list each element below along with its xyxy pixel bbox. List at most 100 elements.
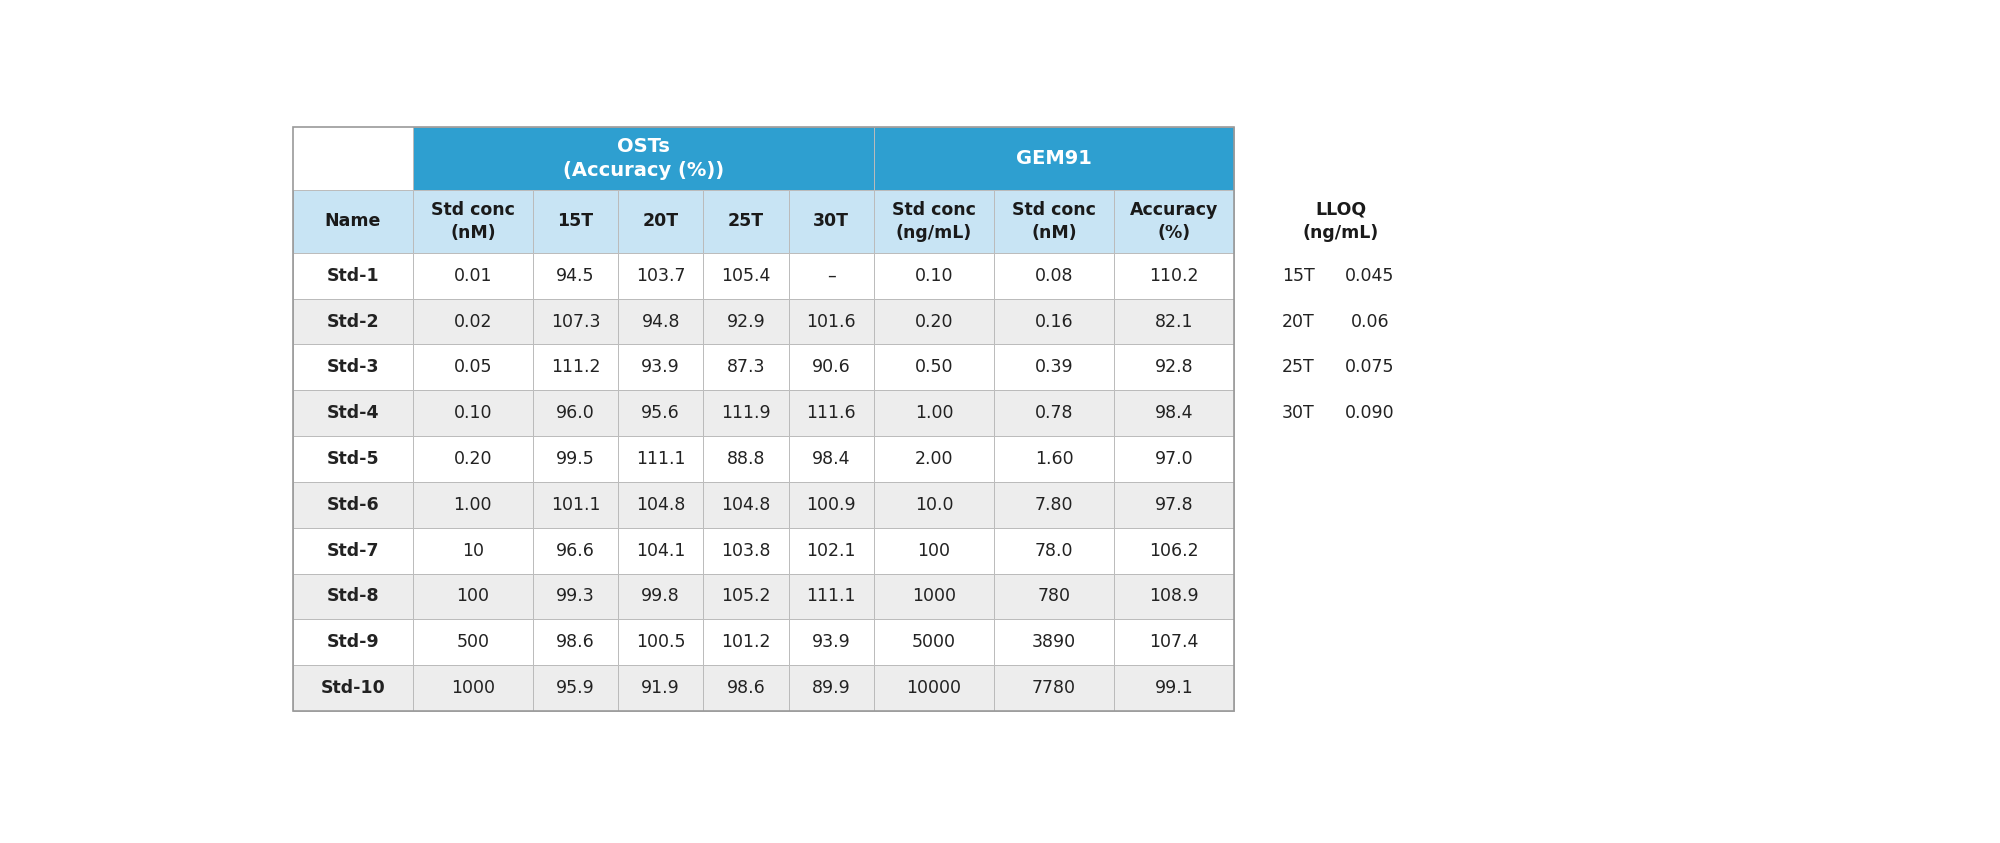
Bar bbox=[292, 390, 412, 436]
Bar bbox=[618, 620, 704, 665]
Text: 92.8: 92.8 bbox=[1154, 358, 1194, 376]
Text: 100.9: 100.9 bbox=[806, 496, 856, 514]
Bar bbox=[704, 298, 788, 345]
Bar bbox=[994, 665, 1114, 711]
Text: 93.9: 93.9 bbox=[812, 633, 850, 652]
Bar bbox=[412, 665, 532, 711]
Bar bbox=[704, 345, 788, 390]
Text: 106.2: 106.2 bbox=[1150, 542, 1200, 560]
Text: 101.1: 101.1 bbox=[550, 496, 600, 514]
Bar bbox=[874, 190, 994, 253]
Text: 98.6: 98.6 bbox=[556, 633, 594, 652]
Text: 91.9: 91.9 bbox=[642, 679, 680, 697]
Text: 25T: 25T bbox=[1282, 358, 1314, 376]
Text: 0.10: 0.10 bbox=[454, 404, 492, 422]
Text: Std conc
(ng/mL): Std conc (ng/mL) bbox=[892, 201, 976, 242]
Bar bbox=[1114, 573, 1234, 620]
Text: 111.9: 111.9 bbox=[722, 404, 770, 422]
Text: 102.1: 102.1 bbox=[806, 542, 856, 560]
Text: 110.2: 110.2 bbox=[1150, 266, 1198, 285]
Bar bbox=[1328, 345, 1412, 390]
Text: 10: 10 bbox=[462, 542, 484, 560]
Bar bbox=[1270, 298, 1328, 345]
Bar bbox=[704, 390, 788, 436]
Bar bbox=[994, 298, 1114, 345]
Bar bbox=[532, 390, 618, 436]
Bar bbox=[874, 436, 994, 482]
Text: 94.5: 94.5 bbox=[556, 266, 594, 285]
Text: 92.9: 92.9 bbox=[726, 313, 766, 330]
Bar bbox=[994, 190, 1114, 253]
Bar bbox=[788, 390, 874, 436]
Text: 1.00: 1.00 bbox=[914, 404, 954, 422]
Text: 0.075: 0.075 bbox=[1346, 358, 1394, 376]
Bar bbox=[618, 528, 704, 573]
Bar bbox=[412, 190, 532, 253]
Bar bbox=[618, 345, 704, 390]
Text: 88.8: 88.8 bbox=[726, 450, 766, 468]
Text: 95.9: 95.9 bbox=[556, 679, 594, 697]
Bar bbox=[412, 390, 532, 436]
Text: 500: 500 bbox=[456, 633, 490, 652]
Text: 0.50: 0.50 bbox=[914, 358, 954, 376]
Text: 20T: 20T bbox=[1282, 313, 1314, 330]
Bar bbox=[994, 345, 1114, 390]
Bar bbox=[788, 482, 874, 528]
Text: 0.16: 0.16 bbox=[1034, 313, 1074, 330]
Bar bbox=[532, 436, 618, 482]
Bar bbox=[412, 573, 532, 620]
Text: 0.39: 0.39 bbox=[1034, 358, 1074, 376]
Bar bbox=[412, 298, 532, 345]
Text: 98.6: 98.6 bbox=[726, 679, 766, 697]
Text: 111.6: 111.6 bbox=[806, 404, 856, 422]
Bar bbox=[1114, 253, 1234, 298]
Bar bbox=[1114, 345, 1234, 390]
Text: 78.0: 78.0 bbox=[1034, 542, 1074, 560]
Bar bbox=[704, 573, 788, 620]
Bar bbox=[532, 298, 618, 345]
Bar bbox=[874, 345, 994, 390]
Text: 0.20: 0.20 bbox=[914, 313, 954, 330]
Bar bbox=[292, 620, 412, 665]
Text: 101.2: 101.2 bbox=[722, 633, 770, 652]
Text: 1000: 1000 bbox=[912, 588, 956, 605]
Text: 0.10: 0.10 bbox=[914, 266, 954, 285]
Text: 0.02: 0.02 bbox=[454, 313, 492, 330]
Text: 104.1: 104.1 bbox=[636, 542, 686, 560]
Text: 1.60: 1.60 bbox=[1034, 450, 1074, 468]
Bar bbox=[788, 573, 874, 620]
Bar bbox=[704, 436, 788, 482]
Text: 93.9: 93.9 bbox=[642, 358, 680, 376]
Bar bbox=[1114, 665, 1234, 711]
Bar bbox=[1270, 190, 1412, 253]
Text: Std conc
(nM): Std conc (nM) bbox=[430, 201, 514, 242]
Text: 0.045: 0.045 bbox=[1346, 266, 1394, 285]
Bar bbox=[618, 190, 704, 253]
Text: 0.08: 0.08 bbox=[1034, 266, 1074, 285]
Bar bbox=[618, 390, 704, 436]
Bar bbox=[1114, 390, 1234, 436]
Bar bbox=[874, 665, 994, 711]
Text: 87.3: 87.3 bbox=[726, 358, 766, 376]
Bar bbox=[412, 126, 874, 190]
Text: 7780: 7780 bbox=[1032, 679, 1076, 697]
Text: 98.4: 98.4 bbox=[1154, 404, 1194, 422]
Bar bbox=[1114, 620, 1234, 665]
Text: 15T: 15T bbox=[558, 212, 594, 230]
Bar bbox=[532, 528, 618, 573]
Bar bbox=[1114, 528, 1234, 573]
Bar bbox=[1270, 253, 1328, 298]
Bar bbox=[412, 253, 532, 298]
Text: 107.4: 107.4 bbox=[1150, 633, 1198, 652]
Bar bbox=[788, 298, 874, 345]
Bar bbox=[704, 665, 788, 711]
Bar bbox=[994, 528, 1114, 573]
Text: –: – bbox=[826, 266, 836, 285]
Text: 107.3: 107.3 bbox=[550, 313, 600, 330]
Bar bbox=[532, 573, 618, 620]
Text: 96.0: 96.0 bbox=[556, 404, 594, 422]
Text: 15T: 15T bbox=[1282, 266, 1314, 285]
Bar bbox=[1114, 298, 1234, 345]
Bar bbox=[292, 528, 412, 573]
Text: 0.01: 0.01 bbox=[454, 266, 492, 285]
